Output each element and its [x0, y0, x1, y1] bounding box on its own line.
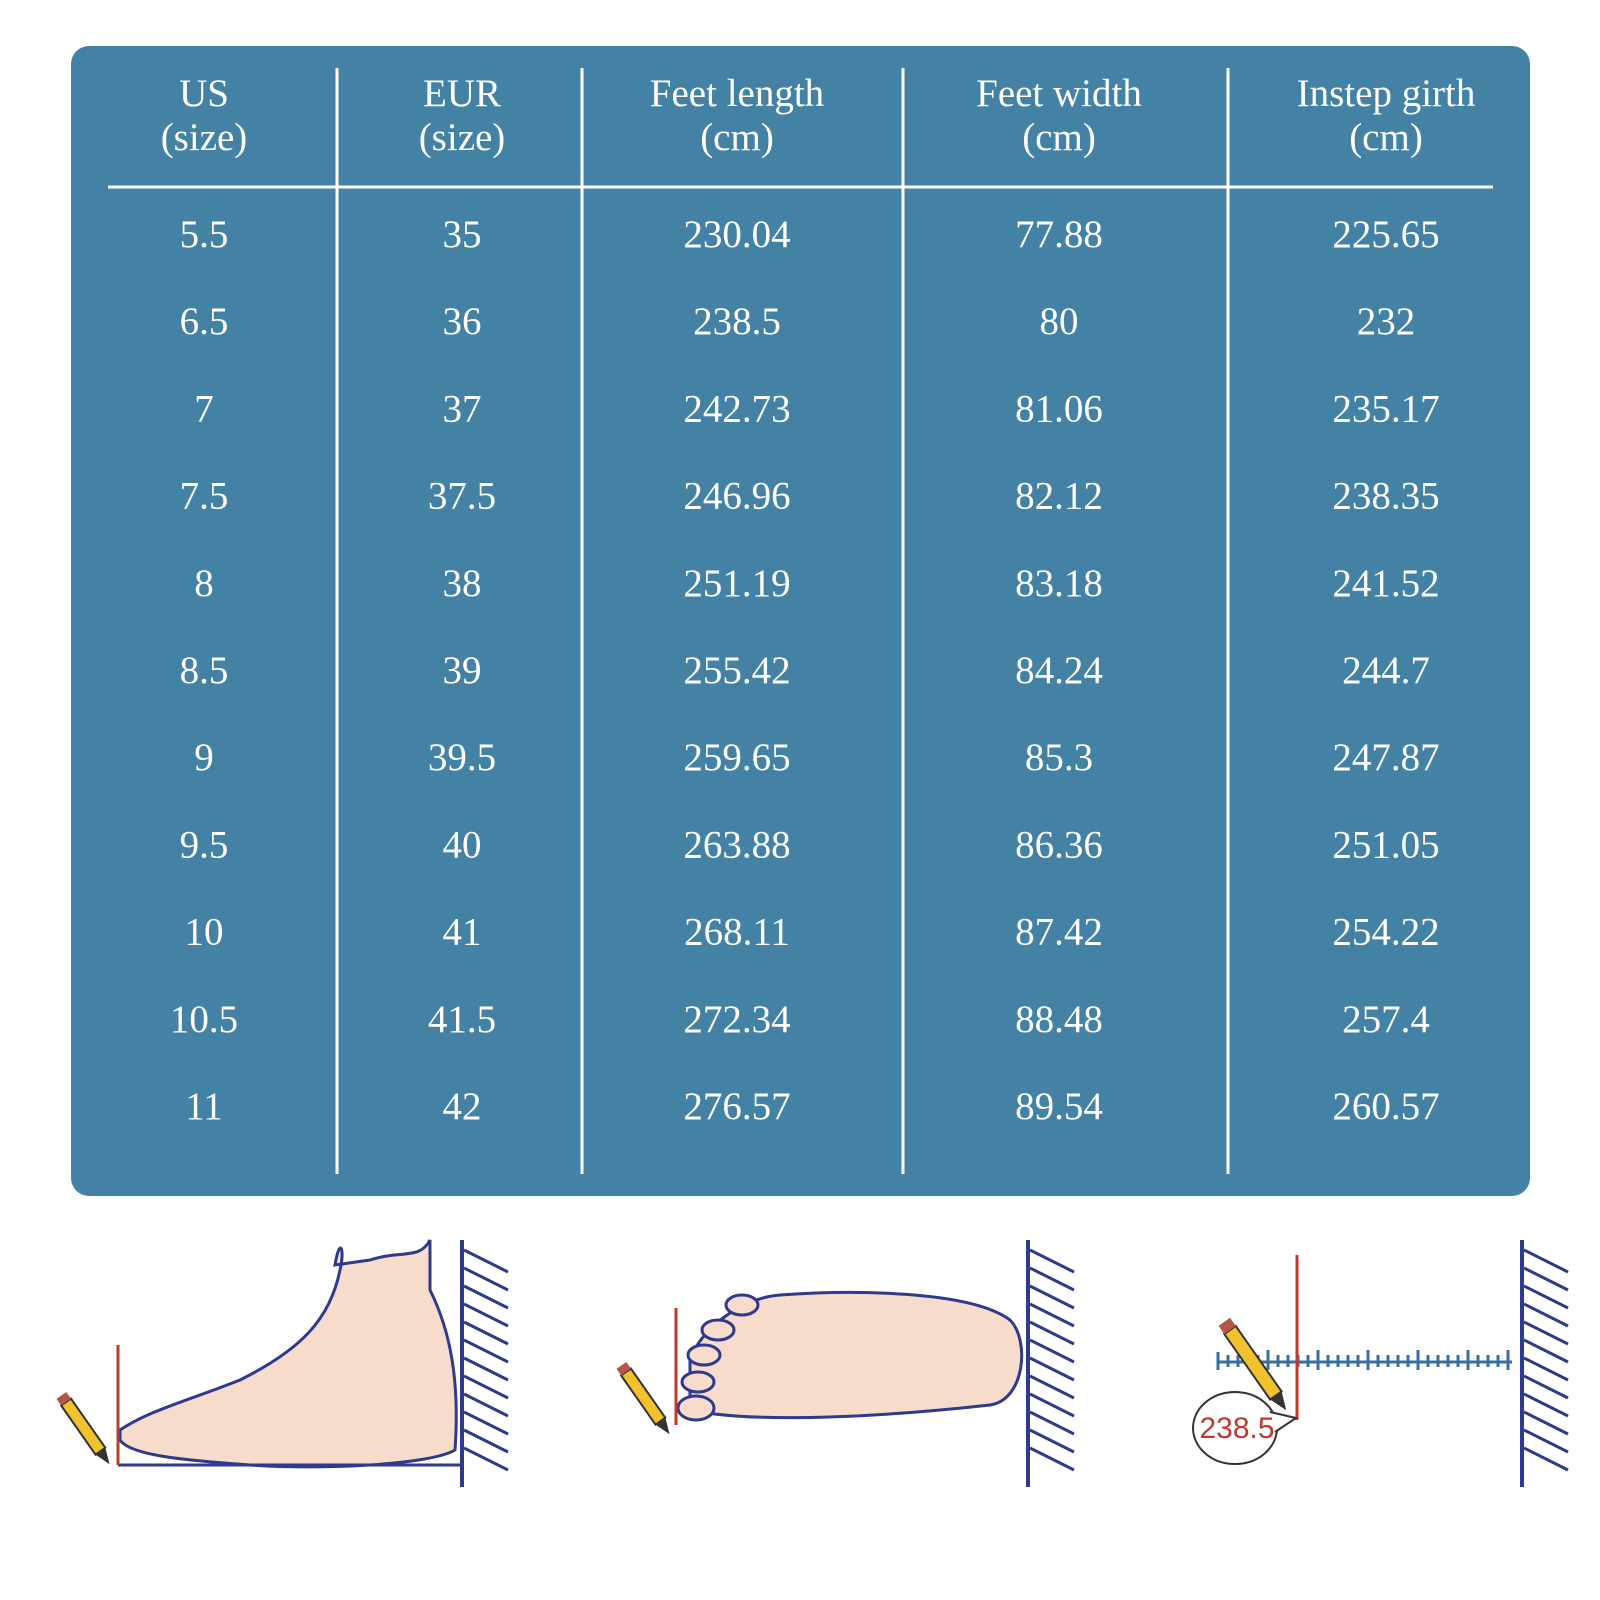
header-cell: Feet length [650, 72, 824, 115]
header-cell: EUR [423, 72, 501, 115]
table-cell: 230.04 [683, 213, 790, 256]
table-cell: 77.88 [1015, 213, 1103, 256]
table-cell: 259.65 [683, 736, 790, 779]
table-cell: 8.5 [180, 649, 229, 692]
table-cell: 39 [443, 649, 482, 692]
header-cell: Instep girth [1297, 72, 1476, 115]
table-cell: 38 [443, 562, 482, 605]
table-cell: 235.17 [1332, 387, 1439, 430]
table-cell: 257.4 [1342, 998, 1430, 1041]
table-cell: 39.5 [428, 736, 496, 779]
table-cells: US(size)EUR(size)Feet length(cm)Feet wid… [161, 72, 1476, 1128]
table-cell: 10 [185, 911, 224, 954]
table-cell: 86.36 [1015, 823, 1103, 866]
table-cell: 254.22 [1332, 911, 1439, 954]
table-cell: 9 [194, 736, 214, 779]
table-cell: 251.05 [1332, 823, 1439, 866]
table-cell: 238.5 [693, 300, 781, 343]
header-cell: Feet width [976, 72, 1142, 115]
ruler-illustration: 238.5 [1192, 1240, 1570, 1487]
table-cell: 88.48 [1015, 998, 1103, 1041]
foot-top-illustration [616, 1240, 1076, 1487]
table-cell: 251.19 [683, 562, 790, 605]
table-cell: 238.35 [1332, 475, 1439, 518]
table-cell: 37 [443, 387, 482, 430]
table-background [71, 46, 1530, 1196]
table-cell: 82.12 [1015, 475, 1103, 518]
table-cell: 35 [443, 213, 482, 256]
table-cell: 84.24 [1015, 649, 1103, 692]
header-cell: (cm) [1349, 116, 1423, 159]
table-cell: 263.88 [683, 823, 790, 866]
table-cell: 80 [1040, 300, 1079, 343]
table-cell: 11 [185, 1085, 223, 1128]
foot-side-illustration [56, 1239, 509, 1487]
table-cell: 8 [194, 562, 214, 605]
table-cell: 6.5 [180, 300, 229, 343]
measure-label: 238.5 [1199, 1412, 1274, 1445]
table-cell: 87.42 [1015, 911, 1103, 954]
table-cell: 7.5 [180, 475, 229, 518]
table-cell: 85.3 [1025, 736, 1093, 779]
table-cell: 10.5 [170, 998, 238, 1041]
table-cell: 36 [443, 300, 482, 343]
table-cell: 41.5 [428, 998, 496, 1041]
table-cell: 255.42 [683, 649, 790, 692]
table-cell: 268.11 [684, 911, 790, 954]
table-cell: 260.57 [1332, 1085, 1439, 1128]
header-cell: (cm) [1022, 116, 1096, 159]
header-cell: (size) [419, 116, 506, 159]
table-cell: 276.57 [683, 1085, 790, 1128]
table-cell: 81.06 [1015, 387, 1103, 430]
table-cell: 40 [443, 823, 482, 866]
table-lines [108, 68, 1493, 1174]
table-cell: 272.34 [683, 998, 790, 1041]
table-cell: 5.5 [180, 213, 229, 256]
table-cell: 244.7 [1342, 649, 1430, 692]
header-cell: (size) [161, 116, 248, 159]
table-cell: 89.54 [1015, 1085, 1103, 1128]
table-cell: 225.65 [1332, 213, 1439, 256]
table-cell: 7 [194, 387, 214, 430]
table-cell: 41 [443, 911, 482, 954]
table-cell: 241.52 [1332, 562, 1439, 605]
table-cell: 42 [443, 1085, 482, 1128]
table-cell: 247.87 [1332, 736, 1439, 779]
header-cell: US [179, 72, 229, 115]
table-cell: 246.96 [683, 475, 790, 518]
table-cell: 37.5 [428, 475, 496, 518]
table-cell: 9.5 [180, 823, 229, 866]
table-cell: 232 [1357, 300, 1416, 343]
table-cell: 242.73 [683, 387, 790, 430]
table-cell: 83.18 [1015, 562, 1103, 605]
header-cell: (cm) [700, 116, 774, 159]
